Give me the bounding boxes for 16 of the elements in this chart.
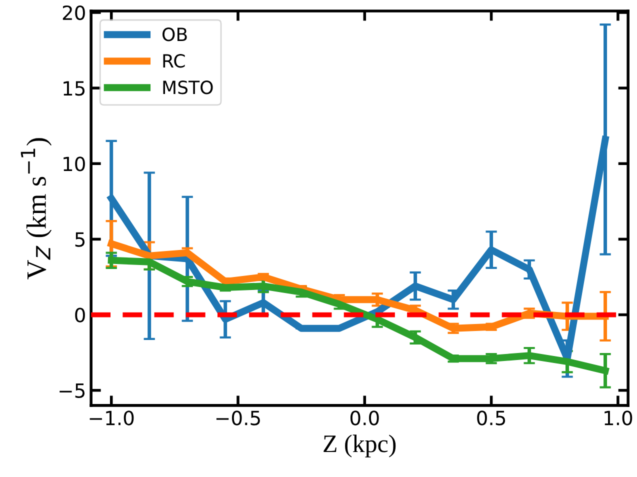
y-tick-label: 5 — [75, 232, 85, 247]
x-tick-label: −0.5 — [216, 410, 260, 426]
y-tick-label: 0 — [75, 308, 85, 322]
y-tick-label: 20 — [62, 5, 85, 20]
legend-label: OB — [162, 28, 187, 42]
legend-label: MSTO — [163, 80, 213, 94]
x-tick-label: 0.0 — [350, 410, 379, 426]
y-axis-title: V$_{Z}$ (km s$^{−1}$) — [20, 138, 52, 280]
y-tick-label: 15 — [64, 81, 85, 96]
x-tick-label: 0.5 — [477, 410, 506, 426]
x-tick-label: −1.0 — [90, 410, 134, 426]
y-tick-label: −5 — [60, 384, 85, 398]
x-axis-title: Z (kpc) — [324, 434, 396, 458]
x-tick-label: 1.0 — [604, 410, 632, 426]
legend-label: RC — [163, 54, 185, 68]
y-tick-label: 10 — [64, 156, 85, 172]
